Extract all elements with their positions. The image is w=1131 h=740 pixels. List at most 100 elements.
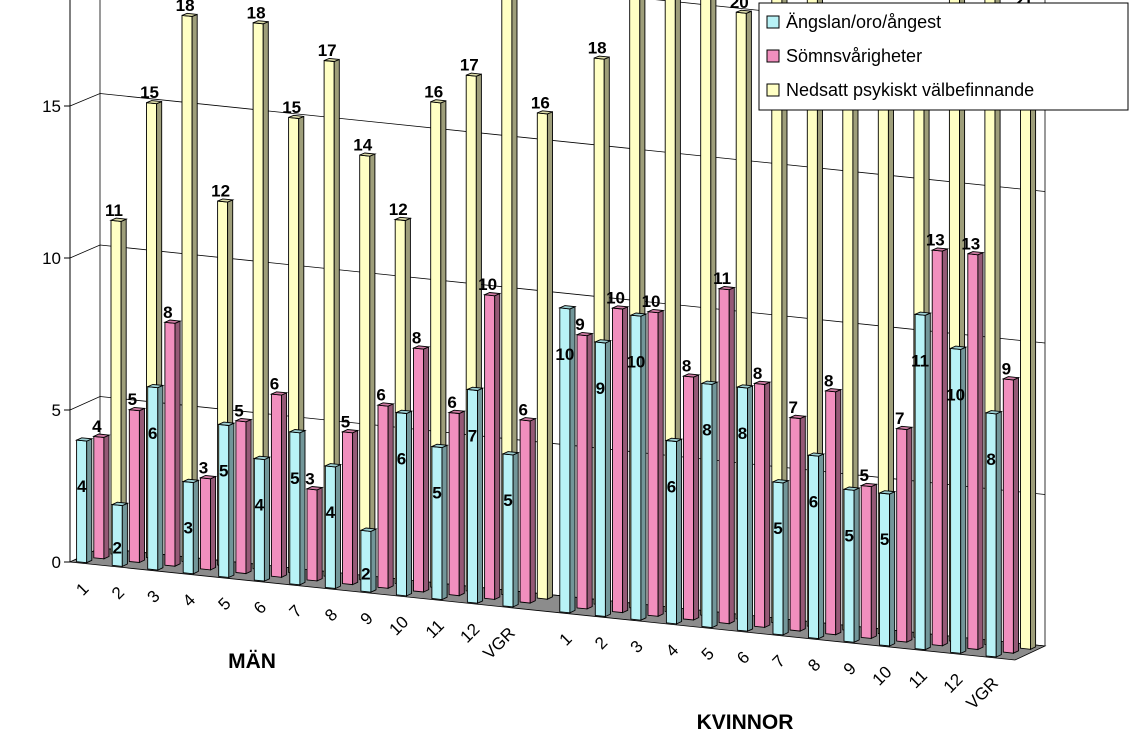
bar-s1-g2-c7 bbox=[771, 479, 790, 636]
bar-side-face bbox=[334, 463, 341, 590]
bar-top-face bbox=[305, 486, 324, 491]
bar-s2-g2-c1 bbox=[575, 331, 594, 610]
bar-s3-g1-c8 bbox=[359, 152, 377, 582]
bar-top-face bbox=[558, 305, 577, 310]
bar-side-face bbox=[799, 415, 806, 632]
bar-top-face bbox=[664, 437, 684, 442]
bar-side-face bbox=[369, 153, 376, 582]
y-tick-label: 0 bbox=[52, 553, 61, 572]
bar-front-face bbox=[718, 288, 730, 625]
data-label: 11 bbox=[713, 269, 731, 288]
data-label: 10 bbox=[946, 385, 965, 404]
data-label: 6 bbox=[447, 393, 456, 412]
bar-side-face bbox=[512, 452, 519, 608]
x-tick-label: 2 bbox=[591, 633, 611, 653]
data-label: 10 bbox=[606, 288, 625, 307]
data-label: 2 bbox=[361, 564, 370, 583]
bar-side-face bbox=[818, 453, 825, 640]
bar-s2-g1-c9 bbox=[376, 402, 395, 590]
data-label: 3 bbox=[305, 469, 314, 488]
bar-top-face bbox=[752, 380, 772, 385]
legend-entry-label: Sömnsvårigheter bbox=[786, 46, 922, 66]
bar-side-face bbox=[853, 487, 860, 644]
bar-side-face bbox=[941, 248, 948, 647]
x-tick-label: 4 bbox=[179, 590, 199, 610]
bar-front-face bbox=[253, 457, 265, 582]
x-tick-label: 3 bbox=[144, 587, 164, 607]
legend-entry-label: Nedsatt psykiskt välbefinnande bbox=[786, 80, 1034, 100]
bar-top-face bbox=[430, 99, 447, 104]
bar-side-face bbox=[782, 480, 789, 636]
data-label: 7 bbox=[895, 409, 904, 428]
bar-side-face bbox=[529, 417, 536, 604]
data-label: 5 bbox=[128, 390, 137, 409]
data-label: 10 bbox=[555, 345, 574, 364]
bar-front-face bbox=[665, 440, 677, 625]
bar-s2-g1-c10 bbox=[411, 345, 431, 593]
data-label: 8 bbox=[163, 303, 172, 322]
data-label: 4 bbox=[255, 496, 265, 515]
bar-front-face bbox=[342, 431, 354, 586]
x-tick-label: 9 bbox=[840, 659, 860, 679]
x-tick-label: 9 bbox=[357, 609, 377, 629]
bar-front-face bbox=[306, 488, 318, 582]
bar-side-face bbox=[138, 407, 145, 564]
data-label: 15 bbox=[140, 83, 159, 102]
bar-side-face bbox=[711, 381, 718, 629]
bar-s1-g2-c6 bbox=[735, 384, 755, 632]
bar-s1-g1-c2 bbox=[110, 501, 130, 568]
bar-side-face bbox=[228, 422, 235, 579]
bar-s2-g1-c4 bbox=[198, 474, 218, 571]
legend-entry-label: Ängslan/oro/ångest bbox=[786, 12, 941, 32]
bar-front-face bbox=[218, 423, 230, 578]
bar-side-face bbox=[747, 385, 754, 632]
bar-front-face bbox=[359, 154, 371, 582]
gridline bbox=[69, 244, 1046, 344]
bar-top-face bbox=[518, 417, 538, 422]
bar-side-face bbox=[494, 292, 501, 601]
bar-top-face bbox=[930, 247, 950, 252]
bar-side-face bbox=[477, 387, 484, 604]
bar-s1-g1-c7 bbox=[288, 429, 307, 586]
bar-front-face bbox=[466, 388, 478, 604]
bar-front-face bbox=[896, 427, 908, 643]
bar-top-face bbox=[771, 479, 790, 484]
bar-s2-g1-c11 bbox=[447, 409, 467, 597]
bar-top-face bbox=[466, 72, 482, 77]
bar-s2-g2-c9 bbox=[859, 482, 879, 640]
data-label: 15 bbox=[282, 98, 301, 117]
bar-top-face bbox=[217, 198, 235, 203]
bar-side-face bbox=[906, 426, 913, 643]
bar-s2-g1-c8 bbox=[340, 429, 360, 586]
bar-top-face bbox=[575, 331, 594, 337]
data-label: 5 bbox=[234, 401, 243, 420]
bar-front-face bbox=[967, 253, 979, 651]
group-label-men: MÄN bbox=[228, 650, 276, 673]
bar-side-face bbox=[458, 410, 465, 597]
bar-top-face bbox=[323, 463, 343, 468]
bar-s3-g2-c13 bbox=[1020, 8, 1037, 651]
bar-s2-g2-c3 bbox=[646, 308, 665, 618]
bar-top-face bbox=[340, 429, 360, 434]
bar-top-face bbox=[629, 312, 648, 317]
data-label: 5 bbox=[503, 491, 512, 510]
bar-s2-g1-c12 bbox=[482, 292, 502, 601]
bar-s2-g1-c6 bbox=[269, 391, 289, 579]
bar-s2-g2-c4 bbox=[681, 373, 701, 621]
data-label: 5 bbox=[880, 530, 889, 549]
bar-side-face bbox=[1012, 377, 1019, 654]
data-label: 6 bbox=[518, 400, 527, 419]
bar-s2-g2-c13 bbox=[1001, 376, 1021, 654]
data-label: 18 bbox=[588, 39, 607, 58]
bar-s1-g2-c9 bbox=[842, 486, 861, 644]
bar-s3-g1-c5 bbox=[252, 20, 269, 571]
bar-s1-g1-c13 bbox=[501, 451, 520, 608]
data-label: 5 bbox=[219, 462, 228, 481]
data-label: 18 bbox=[176, 0, 195, 15]
data-label: 5 bbox=[290, 469, 299, 488]
bar-front-face bbox=[683, 375, 695, 621]
bar-side-face bbox=[406, 410, 413, 597]
bar-top-face bbox=[877, 490, 897, 495]
bar-side-face bbox=[693, 374, 700, 621]
